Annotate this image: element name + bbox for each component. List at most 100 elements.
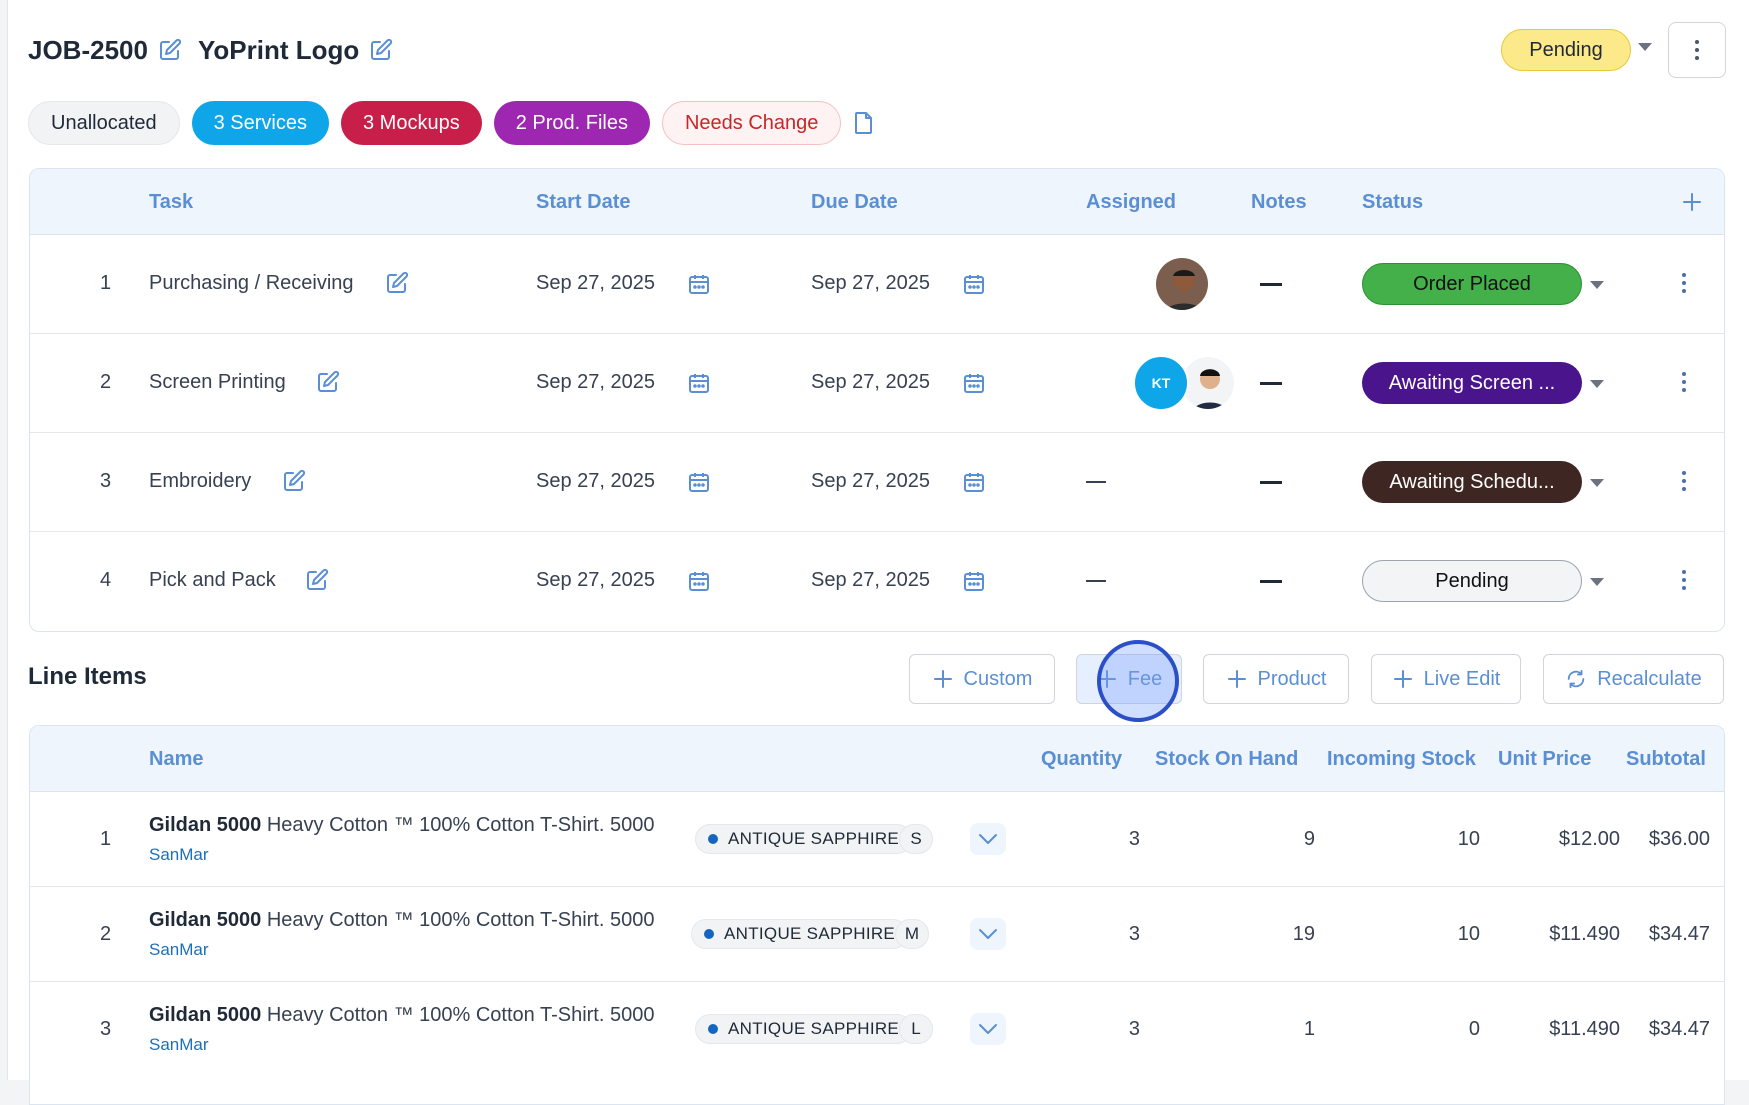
column-header-stock-on-hand[interactable]: Stock On Hand [1155, 748, 1299, 770]
task-row[interactable]: 3 Embroidery Sep 27, 2025 Sep 27, 2025 A… [30, 433, 1724, 532]
color-tag[interactable]: ANTIQUE SAPPHIRE [691, 919, 909, 949]
task-status-badge[interactable]: Order Placed [1362, 263, 1582, 305]
calendar-icon[interactable] [687, 371, 711, 395]
prod-files-chip[interactable]: 2 Prod. Files [493, 101, 650, 145]
add-custom-button[interactable]: Custom [909, 654, 1055, 704]
quantity-value[interactable]: 3 [1128, 923, 1140, 945]
column-header-notes[interactable]: Notes [1251, 191, 1307, 213]
color-tag[interactable]: ANTIQUE SAPPHIRE [695, 1014, 913, 1044]
job-status-dropdown[interactable]: Pending [1501, 29, 1631, 71]
expand-row-button[interactable] [970, 823, 1006, 855]
edit-task-icon[interactable] [305, 568, 329, 598]
chevron-down-icon[interactable] [1590, 578, 1604, 586]
column-header-subtotal[interactable]: Subtotal [1626, 748, 1706, 770]
chevron-down-icon[interactable] [1590, 479, 1604, 487]
live-edit-button[interactable]: Live Edit [1371, 654, 1521, 704]
task-row[interactable]: 1 Purchasing / Receiving Sep 27, 2025 Se… [30, 235, 1724, 334]
column-header-start-date[interactable]: Start Date [536, 191, 631, 213]
unit-price-value[interactable]: $12.00 [1558, 828, 1620, 850]
add-product-button[interactable]: Product [1203, 654, 1349, 704]
notes-empty-indicator[interactable] [1260, 283, 1282, 286]
subtotal-value: $36.00 [1648, 828, 1710, 850]
document-icon[interactable] [853, 111, 875, 135]
calendar-icon[interactable] [962, 470, 986, 494]
calendar-icon[interactable] [962, 371, 986, 395]
unassigned-indicator[interactable] [1086, 481, 1106, 483]
task-start-date[interactable]: Sep 27, 2025 [536, 272, 655, 294]
edit-job-title-icon[interactable] [369, 38, 393, 62]
more-vertical-icon[interactable] [1682, 570, 1686, 590]
unit-price-value[interactable]: $11.490 [1549, 1018, 1620, 1040]
column-header-assigned[interactable]: Assigned [1086, 191, 1177, 213]
more-vertical-icon[interactable] [1682, 372, 1686, 392]
add-fee-button[interactable]: Fee [1076, 654, 1182, 704]
column-header-incoming-stock[interactable]: Incoming Stock [1327, 748, 1476, 770]
task-start-date[interactable]: Sep 27, 2025 [536, 371, 655, 393]
notes-empty-indicator[interactable] [1260, 481, 1282, 484]
assignee-avatar[interactable] [1154, 256, 1210, 312]
unallocated-chip[interactable]: Unallocated [28, 101, 180, 145]
calendar-icon[interactable] [962, 569, 986, 593]
column-header-task[interactable]: Task [149, 191, 194, 213]
product-description: Heavy Cotton ™ 100% Cotton T-Shirt. 5000 [266, 909, 655, 931]
task-status-badge[interactable]: Pending [1362, 560, 1582, 602]
more-vertical-icon[interactable] [1682, 471, 1686, 491]
notes-empty-indicator[interactable] [1260, 382, 1282, 385]
assignee-avatar[interactable] [1180, 355, 1236, 411]
task-row[interactable]: 4 Pick and Pack Sep 27, 2025 Sep 27, 202… [30, 532, 1724, 631]
edit-task-icon[interactable] [316, 370, 340, 400]
line-item-row[interactable]: 1 Gildan 5000 Heavy Cotton ™ 100% Cotton… [30, 792, 1724, 887]
calendar-icon[interactable] [687, 569, 711, 593]
task-status-badge[interactable]: Awaiting Schedu... [1362, 461, 1582, 503]
task-status-badge[interactable]: Awaiting Screen ... [1362, 362, 1582, 404]
unit-price-value[interactable]: $11.490 [1549, 923, 1620, 945]
size-tag[interactable]: S [899, 824, 933, 854]
unassigned-indicator[interactable] [1086, 580, 1106, 582]
task-due-date[interactable]: Sep 27, 2025 [811, 569, 930, 591]
edit-task-icon[interactable] [282, 469, 306, 499]
task-due-date[interactable]: Sep 27, 2025 [811, 272, 930, 294]
needs-change-chip[interactable]: Needs Change [661, 101, 842, 145]
services-chip[interactable]: 3 Services [191, 101, 329, 145]
product-name[interactable]: Gildan 5000 Heavy Cotton ™ 100% Cotton T… [149, 1004, 654, 1027]
add-task-icon[interactable] [1682, 192, 1702, 212]
expand-row-button[interactable] [970, 918, 1006, 950]
line-item-row[interactable]: 2 Gildan 5000 Heavy Cotton ™ 100% Cotton… [30, 887, 1724, 982]
calendar-icon[interactable] [962, 272, 986, 296]
task-due-date[interactable]: Sep 27, 2025 [811, 371, 930, 393]
vendor-link[interactable]: SanMar [149, 940, 209, 959]
chevron-down-icon[interactable] [1590, 281, 1604, 289]
size-tag[interactable]: M [895, 919, 929, 949]
mockups-chip[interactable]: 3 Mockups [341, 101, 482, 145]
assignee-initials-avatar[interactable]: KT [1133, 355, 1189, 411]
vendor-link[interactable]: SanMar [149, 845, 209, 864]
task-due-date[interactable]: Sep 27, 2025 [811, 470, 930, 492]
column-header-due-date[interactable]: Due Date [811, 191, 898, 213]
color-tag[interactable]: ANTIQUE SAPPHIRE [695, 824, 913, 854]
job-more-menu-button[interactable] [1668, 22, 1726, 78]
column-header-quantity[interactable]: Quantity [1041, 748, 1123, 770]
task-start-date[interactable]: Sep 27, 2025 [536, 470, 655, 492]
size-tag[interactable]: L [899, 1014, 933, 1044]
edit-job-id-icon[interactable] [158, 38, 182, 62]
task-row[interactable]: 2 Screen Printing Sep 27, 2025 Sep 27, 2… [30, 334, 1724, 433]
calendar-icon[interactable] [687, 470, 711, 494]
expand-row-button[interactable] [970, 1013, 1006, 1045]
recalculate-button[interactable]: Recalculate [1543, 654, 1724, 704]
column-header-status[interactable]: Status [1362, 191, 1424, 213]
column-header-name[interactable]: Name [149, 748, 204, 770]
product-name[interactable]: Gildan 5000 Heavy Cotton ™ 100% Cotton T… [149, 909, 654, 932]
column-header-unit-price[interactable]: Unit Price [1498, 748, 1592, 770]
line-item-row[interactable]: 3 Gildan 5000 Heavy Cotton ™ 100% Cotton… [30, 982, 1724, 1077]
quantity-value[interactable]: 3 [1128, 828, 1140, 850]
chevron-down-icon[interactable] [1590, 380, 1604, 388]
calendar-icon[interactable] [687, 272, 711, 296]
notes-empty-indicator[interactable] [1260, 580, 1282, 583]
edit-task-icon[interactable] [385, 271, 409, 301]
quantity-value[interactable]: 3 [1128, 1018, 1140, 1040]
vendor-link[interactable]: SanMar [149, 1035, 209, 1054]
chevron-down-icon[interactable] [1638, 43, 1652, 51]
product-name[interactable]: Gildan 5000 Heavy Cotton ™ 100% Cotton T… [149, 814, 654, 837]
more-vertical-icon[interactable] [1682, 273, 1686, 293]
task-start-date[interactable]: Sep 27, 2025 [536, 569, 655, 591]
